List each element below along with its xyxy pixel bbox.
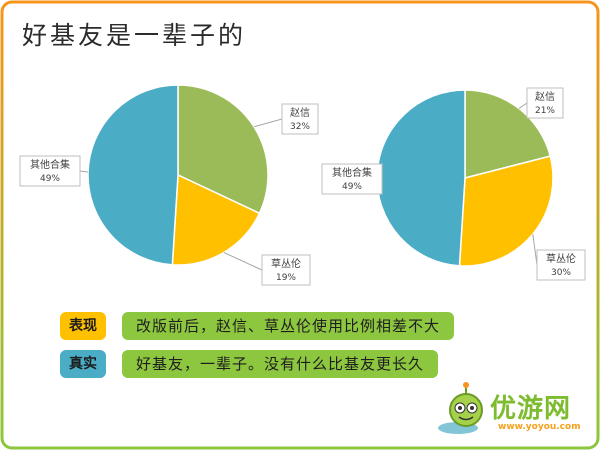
pie-1-label-3: 其他合集 49% <box>19 155 81 187</box>
pie-2-slice-1 <box>464 89 552 179</box>
pie-2-label-2: 草丛伦 30% <box>536 249 586 281</box>
pie-1-label-value-3: 49% <box>40 174 60 184</box>
pie-1-leader-2 <box>223 252 263 271</box>
pie-1-leader-1 <box>253 118 283 128</box>
pie-2-leader-1 <box>518 102 528 109</box>
pie-1-slice-3 <box>87 84 179 266</box>
pie-1-label-name-2: 草丛伦 <box>271 257 301 270</box>
pie-1-label-1: 赵信 32% <box>281 103 319 135</box>
note-text-1: 改版前后，赵信、草丛伦使用比例相差不大 <box>122 312 455 340</box>
logo-url: www.yoyou.com <box>498 422 581 432</box>
pie-1-slice-2 <box>171 173 261 266</box>
pie-1-label-2: 草丛伦 19% <box>261 254 311 286</box>
pie-2-label-value-3: 49% <box>342 182 362 192</box>
pie-1-label-name-3: 其他合集 <box>30 158 70 171</box>
pie-1-leader-3 <box>79 170 89 173</box>
pie-1-label-name-1: 赵信 <box>290 106 310 119</box>
logo-text: 优游网 <box>490 394 572 424</box>
pie-2-label-value-2: 30% <box>551 268 571 278</box>
pie-charts: 赵信 32% 草丛伦 19% 其他合集 49% 赵信 21% 草丛伦 30% 其他合集 49% <box>19 84 586 286</box>
note-tag-2: 真实 <box>60 350 106 378</box>
pie-1-label-value-2: 19% <box>276 273 296 283</box>
pie-1-label-value-1: 32% <box>290 122 310 132</box>
pie-2-label-1: 赵信 21% <box>526 87 564 119</box>
robot-mascot-icon <box>438 382 483 434</box>
pie-2-label-name-1: 赵信 <box>535 90 555 103</box>
pie-2-label-name-3: 其他合集 <box>332 166 372 179</box>
pie-2-label-name-2: 草丛伦 <box>546 252 576 265</box>
note-text-2: 好基友，一辈子。没有什么比基友更长久 <box>122 350 439 378</box>
pie-2-slice-3 <box>376 89 466 267</box>
pie-2-label-3: 其他合集 49% <box>321 163 383 195</box>
note-tag-1: 表现 <box>60 312 106 340</box>
site-logo: 优游网 www.yoyou.com <box>438 380 588 440</box>
pie-2-label-value-1: 21% <box>535 106 555 116</box>
pie-1-slice-1 <box>177 84 269 215</box>
pie-2-leader-2 <box>532 234 538 266</box>
pie-2-slice-2 <box>458 155 554 267</box>
page-title: 好基友是一辈子的 <box>22 21 247 50</box>
